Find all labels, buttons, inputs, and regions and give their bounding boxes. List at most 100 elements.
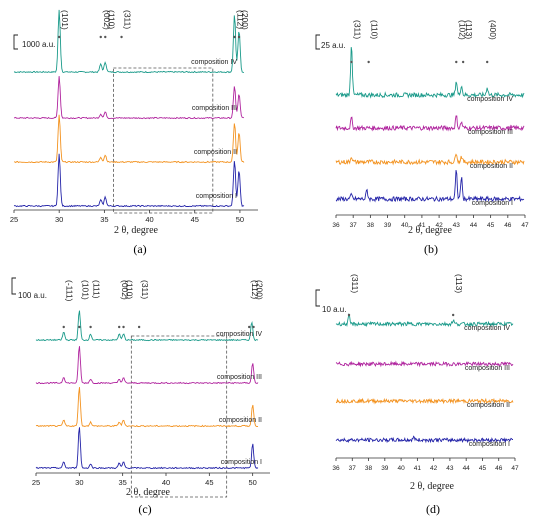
peak-label-110: (110) [125,280,135,299]
peak-label-113: (113) [464,20,474,39]
peak-marker [89,325,92,329]
series-line-composition-i [335,435,513,444]
x-tick-label: 50 [236,215,244,224]
series-label-composition-i: composition I [221,459,262,466]
peak-marker [62,325,65,329]
series-label-composition-iv: composition IV [216,331,262,338]
peak-marker [252,325,255,329]
scale-bar-label: 100 a.u. [18,291,47,300]
x-tick-label: 25 [10,215,18,224]
scale-bar-label: 10 a.u. [322,305,346,314]
peak-label-311: (311) [352,20,362,39]
series-label-composition-iii: composition III [217,374,262,381]
peak-marker [78,325,81,329]
x-tick-label: 35 [118,478,126,487]
panel-label-b: (b) [424,242,438,256]
x-tick-label: 47 [511,465,519,472]
series-line-composition-iv [335,47,525,99]
peak-marker [118,325,121,329]
series-line-composition-ii [335,397,514,405]
scale-bar [13,34,18,50]
scale-bar-label: 25 a.u. [321,41,345,50]
x-tick-label: 41 [418,222,426,229]
peak-label-400: (400) [488,20,498,40]
series-line-composition-ii [35,387,259,428]
x-tick-label: 37 [349,465,357,472]
series-line-composition-iv [35,310,259,342]
peak-label-101: (101) [60,10,70,30]
series-line-composition-ii [335,153,525,166]
zoom-region-box [113,67,214,214]
x-tick-label: 44 [470,222,478,229]
peak-marker [367,60,370,64]
series-line-composition-iv [335,313,514,328]
series-label-composition-iii: composition III [465,365,510,372]
peak-label-111: (111) [92,280,102,299]
peak-marker [233,35,236,39]
panel-a: 25 30 35 40 45 50 2 θ, degree 1000 a.u. composit… [10,9,258,236]
peak-marker [461,60,465,64]
peak-label-113: (113) [454,274,464,293]
series-line-composition-i [35,427,259,470]
zoom-region-box [130,335,228,498]
peak-marker [350,60,353,64]
series-label-composition-i: composition I [196,193,237,200]
peak-label-110: (110) [106,10,116,29]
x-tick-label: 36 [332,465,340,472]
peak-marker [451,313,455,317]
x-tick-label: 46 [504,222,512,229]
peak-label-311: (311) [123,10,133,29]
x-tick-label: 46 [495,465,503,472]
peak-marker [237,35,241,39]
series-label-composition-iv: composition IV [191,59,237,66]
series-line-composition-ii [13,114,245,164]
panel-c: 25 30 35 40 45 50 2 θ, degree 100 a.u. compositi… [11,277,270,498]
x-tick-label: 38 [365,465,373,472]
x-tick-label: 40 [145,215,153,224]
x-tick-label: 50 [248,478,256,487]
series-line-composition-iii [35,346,259,385]
peak-label-311: (311) [140,280,150,299]
peak-label-200: (200) [255,280,265,300]
scale-bar-label: 1000 a.u. [22,40,55,49]
series-line-composition-i [13,153,245,208]
peak-label-101: (101) [80,280,90,300]
scale-bar [315,289,320,307]
peak-marker [137,325,141,329]
x-tick-label: 47 [521,222,529,229]
peak-label-111: (-111) [65,280,75,302]
peak-label-002: (002) [120,280,130,300]
series-line-composition-iii [13,76,245,120]
peak-label-112: (112) [236,10,246,29]
x-tick-label: 43 [453,222,461,229]
x-tick-label: 45 [487,222,495,229]
series-label-composition-iii: composition III [468,129,513,136]
peak-marker [104,35,107,39]
series-label-composition-i: composition I [469,441,510,448]
x-tick-label: 39 [381,465,389,472]
peak-marker [486,60,489,64]
x-axis-label: 2 θ, degree [114,225,158,236]
scale-bar [11,277,16,295]
x-tick-label: 45 [479,465,487,472]
x-tick-label: 25 [32,478,40,487]
series-label-composition-ii: composition II [467,402,510,409]
x-tick-label: 40 [401,222,409,229]
panel-b: 36 37 38 39 40 41 42 43 44 45 46 47 2 θ, degree 25 a.… [315,20,529,236]
peak-label-002: (002) [102,10,112,30]
peak-label-110: (110) [370,20,380,39]
peak-marker [120,35,123,39]
series-line-composition-iii [335,115,525,132]
x-tick-label: 40 [397,465,405,472]
panel-label-a: (a) [133,242,146,256]
series-label-composition-iii: composition III [192,105,237,112]
peak-label-200: (200) [240,10,250,30]
x-tick-label: 45 [205,478,213,487]
panel-label-c: (c) [138,502,151,516]
x-tick-label: 43 [446,465,454,472]
x-tick-label: 35 [100,215,108,224]
series-label-composition-iv: composition IV [464,325,510,332]
x-axis-label: 2 θ, degree [408,225,452,236]
series-line-composition-iii [335,360,514,368]
